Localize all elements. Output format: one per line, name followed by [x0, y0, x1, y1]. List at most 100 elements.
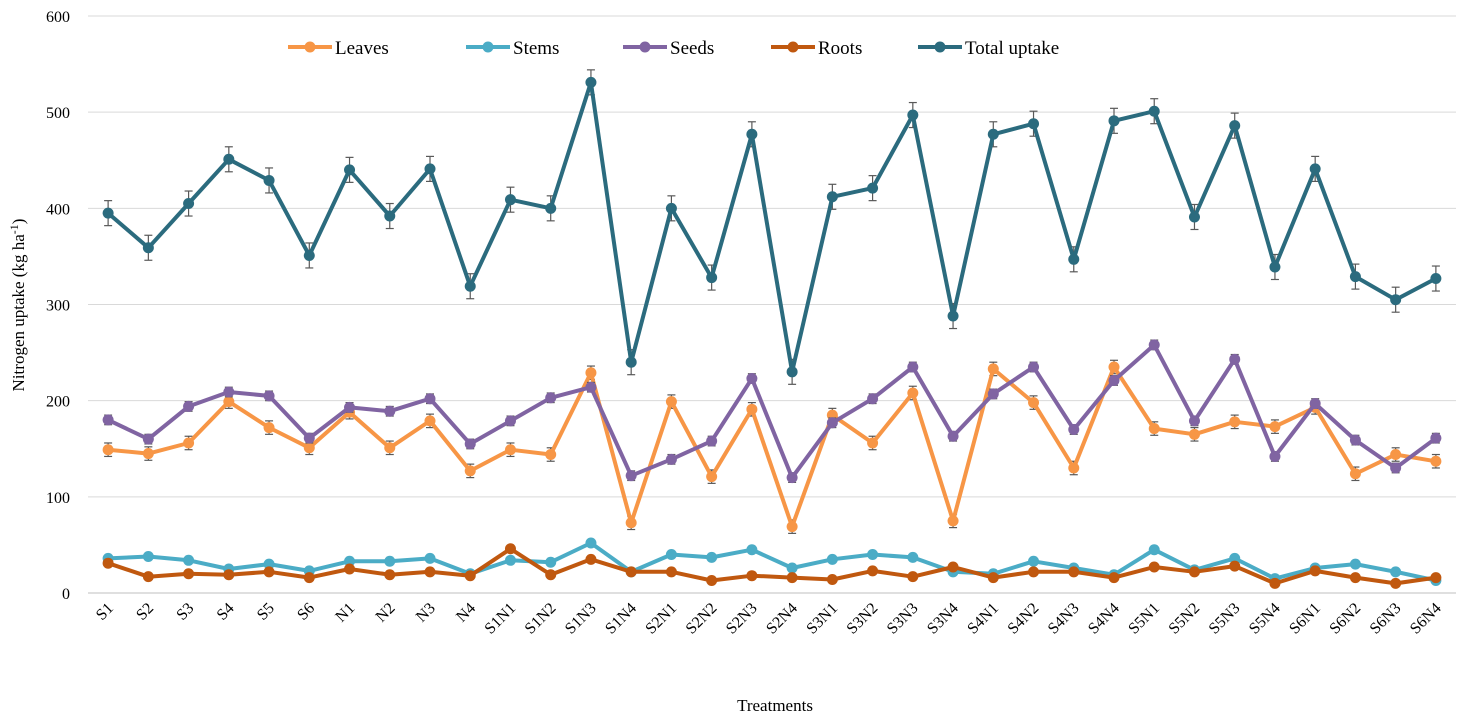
x-tick-label: N1: [333, 600, 359, 626]
data-point: [1349, 558, 1361, 570]
series-roots: [102, 543, 1442, 589]
data-point: [344, 401, 356, 413]
data-point: [1349, 434, 1361, 446]
x-tick-label: S4N1: [964, 600, 1002, 638]
x-tick-label: S1N2: [522, 600, 560, 638]
data-point: [424, 163, 436, 175]
data-point: [142, 448, 154, 460]
data-point: [907, 551, 919, 563]
data-point: [706, 435, 718, 447]
data-point: [464, 465, 476, 477]
data-point: [384, 210, 396, 222]
x-tick-label: S5N2: [1166, 600, 1204, 638]
data-point: [504, 543, 516, 555]
data-point: [665, 453, 677, 465]
x-tick-label: S2N3: [723, 600, 761, 638]
x-tick-label: S6N3: [1367, 600, 1405, 638]
x-tick-label: S2N4: [763, 600, 801, 638]
y-tick-label: 400: [46, 201, 70, 218]
data-point: [1349, 572, 1361, 584]
data-point: [545, 569, 557, 581]
data-point: [786, 472, 798, 484]
data-point: [786, 521, 798, 533]
data-point: [464, 280, 476, 292]
data-point: [504, 194, 516, 206]
y-axis-title-superscript: -1: [7, 224, 21, 234]
data-point: [826, 553, 838, 565]
data-point: [907, 109, 919, 121]
data-point: [1028, 361, 1040, 373]
x-tick-label: N2: [373, 600, 399, 626]
y-tick-label: 200: [46, 394, 70, 411]
data-point: [706, 471, 718, 483]
data-point: [1068, 462, 1080, 474]
data-point: [344, 555, 356, 567]
y-axis: 0 100 200 300 400 500 600: [46, 9, 70, 603]
data-point: [585, 553, 597, 565]
data-point: [987, 572, 999, 584]
series-line: [106, 80, 1437, 374]
series-leaves: [102, 359, 1442, 534]
data-point: [746, 128, 758, 140]
data-point: [947, 515, 959, 527]
data-point: [1269, 577, 1281, 589]
data-point: [1068, 566, 1080, 578]
x-tick-label: S3N2: [844, 600, 882, 638]
data-point: [867, 393, 879, 405]
legend-item: Total uptake: [918, 38, 1059, 59]
data-point: [303, 442, 315, 454]
x-tick-label: S5: [254, 600, 278, 624]
data-point: [947, 310, 959, 322]
data-point: [625, 356, 637, 368]
data-point: [384, 442, 396, 454]
data-point: [1430, 432, 1442, 444]
data-point: [1028, 118, 1040, 130]
data-point: [1148, 544, 1160, 556]
data-point: [1188, 415, 1200, 427]
x-axis-title: Treatments: [737, 696, 813, 715]
data-point: [183, 437, 195, 449]
data-point: [263, 390, 275, 402]
data-point: [102, 557, 114, 569]
data-point: [1229, 560, 1241, 572]
data-point: [826, 574, 838, 586]
data-point: [424, 415, 436, 427]
x-tick-label: S2: [133, 600, 157, 624]
data-point: [1188, 428, 1200, 440]
legend-marker: [639, 41, 651, 53]
data-point: [1349, 271, 1361, 283]
data-point: [585, 537, 597, 549]
legend-item: Seeds: [623, 38, 714, 59]
data-point: [102, 414, 114, 426]
data-point: [183, 400, 195, 412]
x-tick-label: S5N1: [1125, 600, 1163, 638]
data-point: [746, 403, 758, 415]
data-point: [504, 554, 516, 566]
data-point: [585, 381, 597, 393]
data-point: [706, 551, 718, 563]
data-point: [1269, 450, 1281, 462]
x-tick-label: S3N4: [924, 600, 962, 638]
series-total-uptake: [102, 69, 1442, 385]
data-point: [746, 544, 758, 556]
y-tick-label: 100: [46, 490, 70, 507]
legend-marker: [482, 41, 494, 53]
series-seeds: [102, 339, 1442, 484]
data-point: [665, 549, 677, 561]
data-point: [1269, 421, 1281, 433]
data-point: [867, 565, 879, 577]
data-point: [384, 405, 396, 417]
data-point: [464, 438, 476, 450]
data-point: [585, 76, 597, 88]
data-point: [987, 128, 999, 140]
data-point: [1430, 572, 1442, 584]
data-point: [1229, 353, 1241, 365]
series-line: [108, 541, 1437, 583]
legend-label: Total uptake: [965, 38, 1059, 59]
data-point: [1188, 566, 1200, 578]
data-point: [384, 569, 396, 581]
data-point: [223, 396, 235, 408]
data-point: [1430, 273, 1442, 285]
data-point: [1028, 555, 1040, 567]
